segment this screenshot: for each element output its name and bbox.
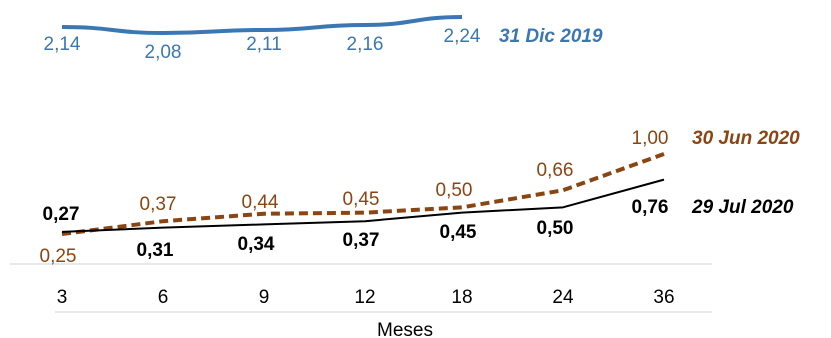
x-tick-label: 9 — [259, 287, 270, 308]
x-tick-label: 36 — [653, 287, 674, 308]
x-tick-label: 12 — [354, 287, 375, 308]
x-tick-label: 3 — [57, 287, 68, 308]
data-label: 2,14 — [44, 34, 81, 55]
x-axis-title: Meses — [377, 320, 433, 338]
data-label: 0,34 — [238, 234, 275, 255]
data-label: 2,24 — [444, 26, 481, 47]
data-label: 0,25 — [40, 246, 77, 267]
series-line-2 — [61, 178, 665, 233]
x-tick-label: 24 — [552, 287, 574, 308]
data-label: 0,50 — [537, 218, 574, 239]
data-label: 0,27 — [43, 204, 80, 225]
x-tick-layer: 3 6 9 12 18 24 36 — [57, 287, 675, 308]
data-label: 0,45 — [440, 222, 477, 243]
series-line-1 — [61, 152, 665, 236]
data-label: 2,08 — [145, 42, 182, 63]
data-label: 0,37 — [140, 194, 177, 215]
data-label: 0,50 — [436, 180, 473, 201]
data-label: 0,76 — [632, 197, 669, 218]
data-label: 0,45 — [343, 189, 380, 210]
data-label: 0,37 — [343, 230, 380, 251]
data-label: 2,11 — [246, 34, 282, 55]
series-line-0 — [61, 15, 463, 35]
data-label: 0,44 — [242, 192, 279, 213]
series-name-label: 30 Jun 2020 — [692, 128, 800, 149]
x-tick-label: 18 — [451, 287, 472, 308]
series-layer — [61, 15, 665, 236]
x-tick-label: 6 — [158, 287, 169, 308]
data-label: 1,00 — [632, 128, 669, 149]
data-label: 2,16 — [347, 34, 384, 55]
data-label: 0,66 — [537, 160, 574, 181]
data-label-layer: 2,14 2,08 2,11 2,16 2,24 31 Dic 2019 0,25 0,37 0… — [40, 26, 801, 267]
series-name-label: 31 Dic 2019 — [499, 26, 603, 47]
data-label: 0,31 — [137, 240, 174, 261]
series-name-label: 29 Jul 2020 — [691, 197, 794, 218]
